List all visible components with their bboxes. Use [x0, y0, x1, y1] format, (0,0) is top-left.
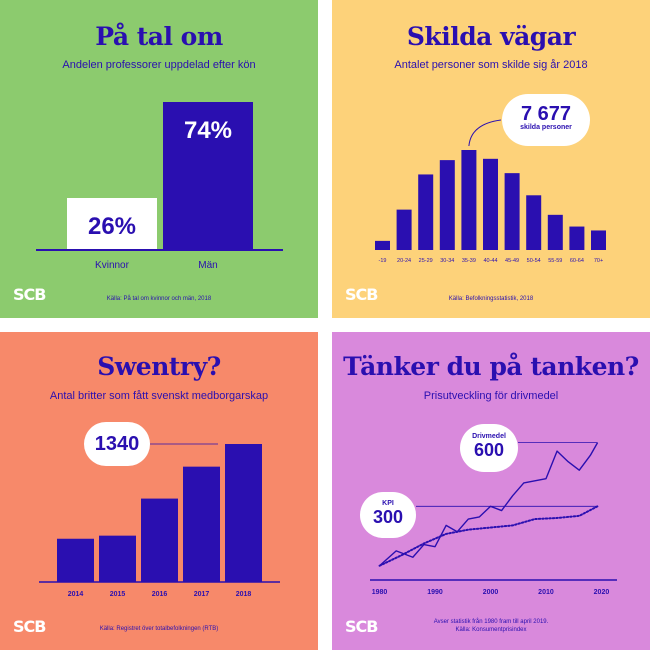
x-tick-label: 2000: [483, 589, 499, 596]
bar-age--19: [375, 240, 390, 250]
x-tick-label: 2010: [538, 589, 554, 596]
age-tick-label: 30-34: [440, 258, 454, 264]
fuel-callout-label: Drivmedel: [472, 433, 506, 440]
bar-age-60-64: [569, 226, 585, 250]
category-label: Kvinnor: [95, 260, 130, 271]
year-tick-label: 2016: [152, 591, 168, 598]
panel4-chart: 1980 1990 2000 2010 2020: [370, 442, 617, 596]
age-tick-label: -19: [379, 258, 387, 264]
year-tick-label: 2017: [194, 591, 210, 598]
citizenship-callout: 1340: [84, 422, 150, 466]
scb-logo: SCB: [345, 617, 378, 636]
divorce-callout-value: 7 677: [520, 103, 572, 125]
year-tick-label: 2018: [236, 591, 252, 598]
panel2-chart: -19 20-24 25-29 30-34 35-39 40-44 45-49 50-54 55…: [375, 119, 606, 264]
panel3-subtitle: Antal britter som fått svenskt medborgar…: [49, 390, 269, 402]
bar-year-2017: [183, 466, 220, 582]
panel3-source: Källa: Registret över totalbefolkningen …: [99, 626, 219, 632]
citizenship-callout-value: 1340: [94, 433, 140, 455]
divorce-callout-label: skilda personer: [520, 124, 572, 131]
panel4-source-line2: Källa: Konsumentprisindex: [455, 627, 527, 633]
age-tick-label: 55-59: [548, 258, 562, 264]
panel-divorces: Skilda vägar Antalet personer som skilde…: [332, 0, 650, 318]
scb-logo: SCB: [345, 285, 378, 304]
year-tick-label: 2014: [68, 591, 84, 598]
scb-logo: SCB: [13, 285, 46, 304]
bar-age-35-39: [461, 150, 477, 250]
x-tick-label: 1990: [427, 589, 443, 596]
bar-age-55-59: [547, 214, 563, 250]
panel3-title: Swentry?: [97, 352, 221, 381]
panel2-subtitle: Antalet personer som skilde sig år 2018: [394, 59, 588, 71]
panel1-chart: 26% Kvinnor 74% Män: [36, 102, 283, 271]
age-tick-label: 20-24: [397, 258, 411, 264]
age-tick-label: 70+: [594, 258, 603, 264]
panel3-chart: 2014 2015 2016 2017 2018: [39, 443, 280, 598]
age-tick-label: 45-49: [505, 258, 519, 264]
fuel-callout: Drivmedel 600: [460, 424, 518, 472]
series-drivmedel-line: [379, 442, 599, 567]
bar-age-70+: [591, 230, 606, 250]
bar-age-25-29: [418, 174, 434, 250]
bar-age-40-44: [483, 158, 498, 250]
bar-age-50-54: [526, 195, 542, 250]
bar-year-2016: [141, 498, 178, 582]
bar-age-20-24: [396, 209, 412, 250]
bar-value-label: 74%: [184, 117, 232, 144]
x-tick-label: 1980: [372, 589, 388, 596]
panel-citizenship: Swentry? Antal britter som fått svenskt …: [0, 332, 318, 650]
panel1-title: På tal om: [95, 22, 223, 51]
age-tick-label: 40-44: [483, 258, 497, 264]
bar-year-2014: [57, 538, 94, 582]
bar-män: [163, 102, 253, 250]
panel-fuel-prices: Tänker du på tanken? Prisutveckling för …: [332, 332, 650, 650]
panel2-title: Skilda vägar: [406, 22, 576, 51]
panel2-source: Källa: Befolkningsstatistik, 2018: [448, 296, 534, 302]
panel4-title: Tänker du på tanken?: [343, 352, 639, 381]
panel4-subtitle: Prisutveckling för drivmedel: [423, 390, 559, 402]
kpi-callout-label: KPI: [382, 500, 394, 507]
fuel-callout-value: 600: [473, 440, 505, 460]
panel1-source: Källa: På tal om kvinnor och män, 2018: [106, 296, 212, 302]
series-kpi-line: [378, 505, 599, 567]
bar-value-label: 26%: [88, 213, 136, 240]
kpi-callout: KPI 300: [360, 492, 416, 538]
category-label: Män: [198, 260, 217, 271]
callout-connector: [468, 119, 501, 147]
x-tick-label: 2020: [594, 589, 610, 596]
scb-logo: SCB: [13, 617, 46, 636]
bar-kvinnor: [67, 198, 157, 250]
panel-professors: På tal om Andelen professorer uppdelad e…: [0, 0, 318, 318]
divorce-callout: 7 677 skilda personer: [502, 94, 590, 146]
bar-year-2018: [225, 444, 262, 582]
bar-age-30-34: [439, 160, 455, 250]
panel1-subtitle: Andelen professorer uppdelad efter kön: [62, 59, 256, 71]
age-tick-label: 25-29: [419, 258, 433, 264]
panel4-source-line1: Avser statistik från 1980 fram till apri…: [433, 619, 549, 625]
bar-age-45-49: [504, 173, 520, 250]
bar-year-2015: [99, 535, 136, 582]
age-tick-label: 35-39: [462, 258, 476, 264]
kpi-callout-value: 300: [372, 507, 404, 527]
age-tick-label: 50-54: [527, 258, 541, 264]
year-tick-label: 2015: [110, 591, 126, 598]
age-tick-label: 60-64: [570, 258, 584, 264]
